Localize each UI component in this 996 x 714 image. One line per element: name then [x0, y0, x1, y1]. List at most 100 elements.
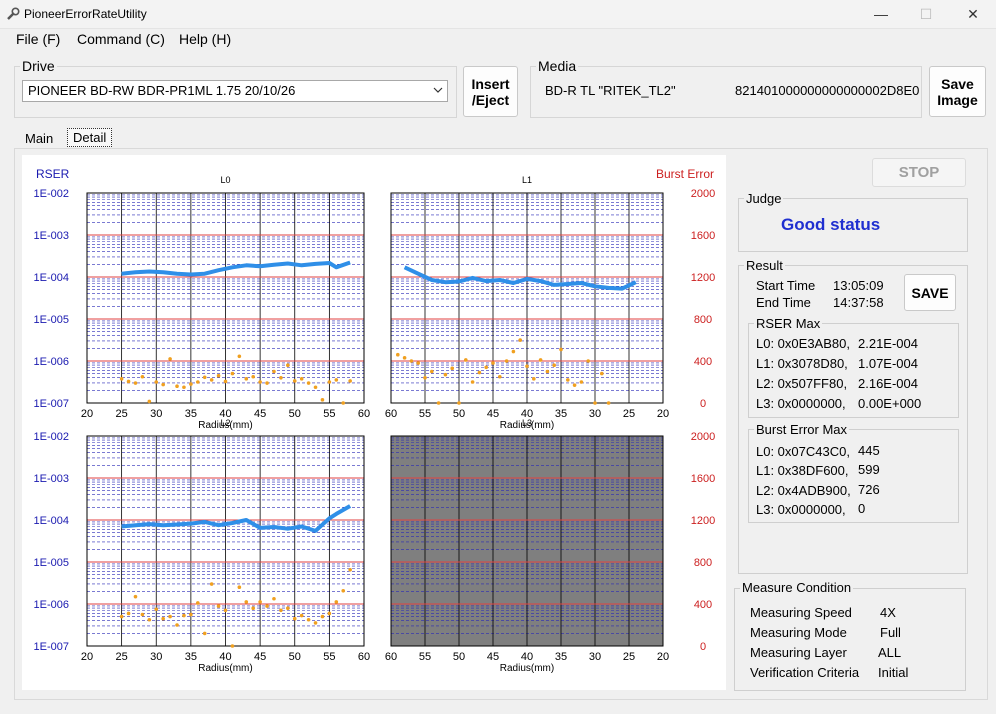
maximize-button[interactable]: ☐: [919, 6, 933, 22]
burst-error-point: [168, 614, 172, 619]
burst-error-point: [552, 363, 556, 367]
burst-error-point: [572, 383, 577, 387]
burst-error-point: [133, 381, 138, 385]
burst-error-point: [538, 358, 543, 362]
x-tick-label: 60: [358, 408, 370, 420]
burst-error-point: [189, 382, 193, 386]
window-title: PioneerErrorRateUtility: [24, 7, 147, 21]
rser-tick-label: 1E-005: [34, 557, 69, 569]
end-time-value: 14:37:58: [833, 295, 884, 310]
verification-criteria-label: Verification Criteria: [750, 665, 860, 680]
burst-error-point: [244, 377, 249, 381]
burst-error-point: [498, 374, 502, 379]
save-result-button[interactable]: SAVE: [904, 274, 956, 311]
rser-tick-label: 1E-007: [34, 398, 69, 410]
x-tick-label: 20: [81, 408, 93, 420]
rser-line-l2: [121, 504, 352, 533]
burst-error-point: [140, 612, 145, 617]
rser-tick-label: 1E-002: [34, 431, 69, 443]
burst-max-l0-addr: L0: 0x07C43C0,: [756, 444, 850, 459]
result-group: [738, 265, 968, 574]
drive-label: Drive: [20, 58, 57, 74]
stop-button[interactable]: STOP: [872, 158, 966, 187]
burst-error-point: [457, 401, 461, 405]
burst-error-point: [600, 371, 604, 376]
x-tick-label: 60: [385, 408, 397, 420]
burst-error-point: [272, 369, 276, 374]
x-tick-label: 55: [419, 651, 431, 663]
burst-error-point: [416, 361, 421, 365]
burst-max-group: [748, 429, 959, 523]
burst-max-l2-addr: L2: 0x4ADB900,: [756, 483, 851, 498]
judge-status: Good status: [781, 215, 881, 234]
measure-layer-label: Measuring Layer: [750, 645, 847, 660]
burst-error-point: [511, 349, 516, 354]
menu-command[interactable]: Command (C): [77, 31, 165, 47]
x-tick-label: 20: [657, 651, 669, 663]
plot-frame: [86, 435, 365, 647]
x-tick-label: 30: [589, 651, 601, 663]
rser-tick-label: 1E-006: [34, 356, 69, 368]
drive-select[interactable]: PIONEER BD-RW BDR-PR1ML 1.75 20/10/26: [22, 80, 448, 102]
burst-error-point: [286, 606, 290, 610]
burst-error-point: [209, 378, 214, 382]
burst-error-point: [443, 372, 448, 377]
burst-error-point: [265, 604, 269, 608]
burst-error-point: [196, 601, 200, 605]
x-tick-label: 50: [289, 408, 301, 420]
rser-tick-label: 1E-006: [34, 599, 69, 611]
rser-tick-label: 1E-003: [34, 473, 69, 485]
burst-tick-label: 800: [694, 557, 712, 569]
x-tick-label: 30: [150, 408, 162, 420]
burst-error-point: [258, 380, 262, 384]
rser-max-l2-addr: L2: 0x507FF80,: [756, 376, 848, 391]
burst-error-point: [237, 585, 242, 589]
rser-max-l1-value: 1.07E-004: [858, 356, 918, 371]
burst-error-point: [341, 401, 346, 405]
wrench-icon: [7, 7, 20, 20]
verification-criteria-value: Initial: [878, 665, 909, 680]
burst-tick-label: 0: [700, 641, 706, 653]
x-tick-label: 60: [385, 651, 397, 663]
layer-title-l1: L1: [522, 175, 532, 185]
burst-error-point: [423, 376, 427, 380]
burst-error-point: [525, 364, 529, 369]
start-time-value: 13:05:09: [833, 278, 884, 293]
burst-error-point: [140, 374, 145, 379]
x-tick-label: 35: [185, 408, 197, 420]
x-tick-label: 30: [589, 408, 601, 420]
x-tick-label: 30: [150, 651, 162, 663]
burst-error-point: [313, 621, 318, 625]
burst-error-point: [477, 370, 482, 375]
x-tick-label: 45: [487, 651, 499, 663]
burst-error-point: [396, 352, 400, 357]
burst-tick-label: 1200: [691, 272, 715, 284]
tab-main[interactable]: Main: [25, 131, 54, 146]
burst-error-point: [126, 611, 131, 616]
media-type: BD-R TL "RITEK_TL2": [545, 83, 676, 98]
burst-tick-label: 1600: [691, 473, 715, 485]
burst-error-point: [154, 380, 159, 384]
tab-detail[interactable]: Detail: [67, 128, 113, 147]
close-button[interactable]: ✕: [967, 6, 979, 22]
menu-file[interactable]: File (F): [16, 31, 61, 47]
x-axis-label: Radius(mm): [500, 663, 554, 674]
burst-tick-label: 2000: [691, 188, 715, 200]
rser-tick-label: 1E-005: [34, 314, 69, 326]
menu-help[interactable]: Help (H): [179, 31, 232, 47]
burst-error-point: [251, 374, 255, 379]
burst-error-point: [470, 380, 475, 384]
measure-condition-label: Measure Condition: [740, 580, 854, 595]
x-tick-label: 20: [657, 408, 669, 420]
result-label: Result: [744, 258, 785, 273]
burst-error-point: [265, 381, 269, 385]
burst-error-point: [189, 612, 193, 617]
burst-error-point: [320, 614, 325, 619]
insert-eject-button[interactable]: Insert /Eject: [463, 66, 518, 117]
plot-frame: [390, 435, 664, 647]
layer-title-l3: L3: [522, 418, 532, 428]
minimize-button[interactable]: —: [874, 6, 888, 22]
rser-tick-label: 1E-004: [34, 515, 69, 527]
save-image-button[interactable]: Save Image: [929, 66, 986, 117]
x-tick-label: 50: [453, 408, 465, 420]
